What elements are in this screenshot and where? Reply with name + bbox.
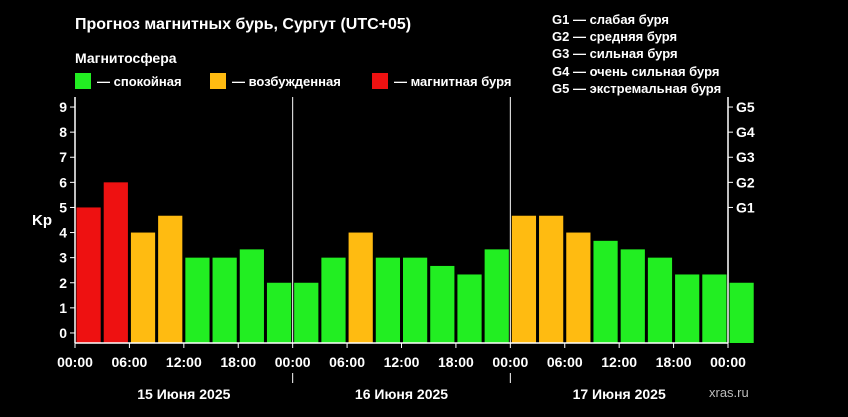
y-tick-label: 6 xyxy=(59,174,67,190)
x-tick-label: 00:00 xyxy=(57,354,93,370)
x-tick-label: 18:00 xyxy=(438,354,474,370)
legend-label-quiet: — спокойная xyxy=(97,73,182,89)
kp-bar xyxy=(239,249,264,343)
kp-bar xyxy=(702,274,727,343)
kp-bar xyxy=(103,182,128,343)
g-tick-label: G5 xyxy=(736,99,755,115)
kp-bar xyxy=(647,257,673,343)
x-tick-label: 06:00 xyxy=(112,354,148,370)
g-scale-item: G2 — средняя буря xyxy=(552,29,678,45)
y-axis-label: Kp xyxy=(32,212,52,229)
g-scale-item: G3 — сильная буря xyxy=(552,46,678,62)
y-tick-label: 0 xyxy=(59,325,67,341)
x-tick-label: 00:00 xyxy=(492,354,528,370)
kp-bar xyxy=(348,232,373,343)
kp-bar xyxy=(321,257,346,343)
kp-bar xyxy=(266,282,292,343)
g-scale-item: G1 — слабая буря xyxy=(552,12,670,27)
legend-item-active: — возбужденная xyxy=(210,72,341,90)
day-label: 16 Июня 2025 xyxy=(355,386,448,402)
chart-subtitle: Магнитосфера xyxy=(75,50,177,66)
kp-bar xyxy=(511,215,537,343)
y-tick-label: 3 xyxy=(59,250,67,266)
x-tick-label: 12:00 xyxy=(601,354,637,370)
x-tick-label: 00:00 xyxy=(710,354,746,370)
kp-bar xyxy=(158,215,183,343)
legend-label-storm: — магнитная буря xyxy=(394,73,512,89)
g-tick-label: G4 xyxy=(736,124,755,140)
y-tick-label: 9 xyxy=(59,99,67,115)
y-tick-label: 7 xyxy=(59,149,67,165)
kp-bar xyxy=(375,257,400,343)
g-scale-legend: G1 — слабая буря G2 — средняя буря G3 — … xyxy=(552,11,721,97)
chart-title: Прогноз магнитных бурь, Сургут (UTC+05) xyxy=(75,16,412,33)
x-tick-label: 12:00 xyxy=(384,354,420,370)
kp-bar xyxy=(403,257,428,343)
watermark: xras.ru xyxy=(709,385,749,400)
kp-bar xyxy=(566,232,591,343)
legend-item-storm: — магнитная буря xyxy=(372,72,511,90)
day-label: 17 Июня 2025 xyxy=(573,386,666,402)
day-label: 15 Июня 2025 xyxy=(137,386,230,402)
x-tick-label: 12:00 xyxy=(166,354,202,370)
legend-swatch-active xyxy=(210,73,226,89)
y-tick-label: 8 xyxy=(59,124,67,140)
legend-item-quiet: — спокойная xyxy=(75,72,182,90)
kp-bar xyxy=(130,232,156,343)
kp-bar xyxy=(593,240,618,343)
y-tick-label: 2 xyxy=(59,275,67,291)
kp-bar xyxy=(620,249,645,343)
g-tick-label: G2 xyxy=(736,174,755,190)
x-tick-label: 06:00 xyxy=(329,354,365,370)
legend-label-active: — возбужденная xyxy=(232,73,341,89)
kp-bar xyxy=(484,249,509,343)
y-tick-label: 1 xyxy=(59,300,67,316)
y-tick-label: 5 xyxy=(59,199,67,215)
kp-bar xyxy=(294,282,319,343)
g-tick-label: G1 xyxy=(736,199,755,215)
kp-bar xyxy=(675,274,700,343)
kp-bar xyxy=(212,257,237,343)
x-tick-label: 18:00 xyxy=(220,354,256,370)
g-scale-item: G5 — экстремальная буря xyxy=(552,80,722,96)
kp-bar xyxy=(539,215,564,343)
kp-bar xyxy=(185,257,210,343)
legend-swatch-storm xyxy=(372,73,388,89)
y-tick-label: 4 xyxy=(59,225,67,241)
g-tick-label: G3 xyxy=(736,149,755,165)
x-tick-label: 18:00 xyxy=(656,354,692,370)
kp-bar xyxy=(457,274,482,343)
g-scale-item: G4 — очень сильная буря xyxy=(552,63,720,79)
legend-swatch-quiet xyxy=(75,73,91,89)
kp-bar xyxy=(430,265,455,343)
kp-bar xyxy=(76,207,101,343)
kp-bar xyxy=(729,282,754,343)
x-tick-label: 06:00 xyxy=(547,354,583,370)
x-tick-label: 00:00 xyxy=(275,354,311,370)
